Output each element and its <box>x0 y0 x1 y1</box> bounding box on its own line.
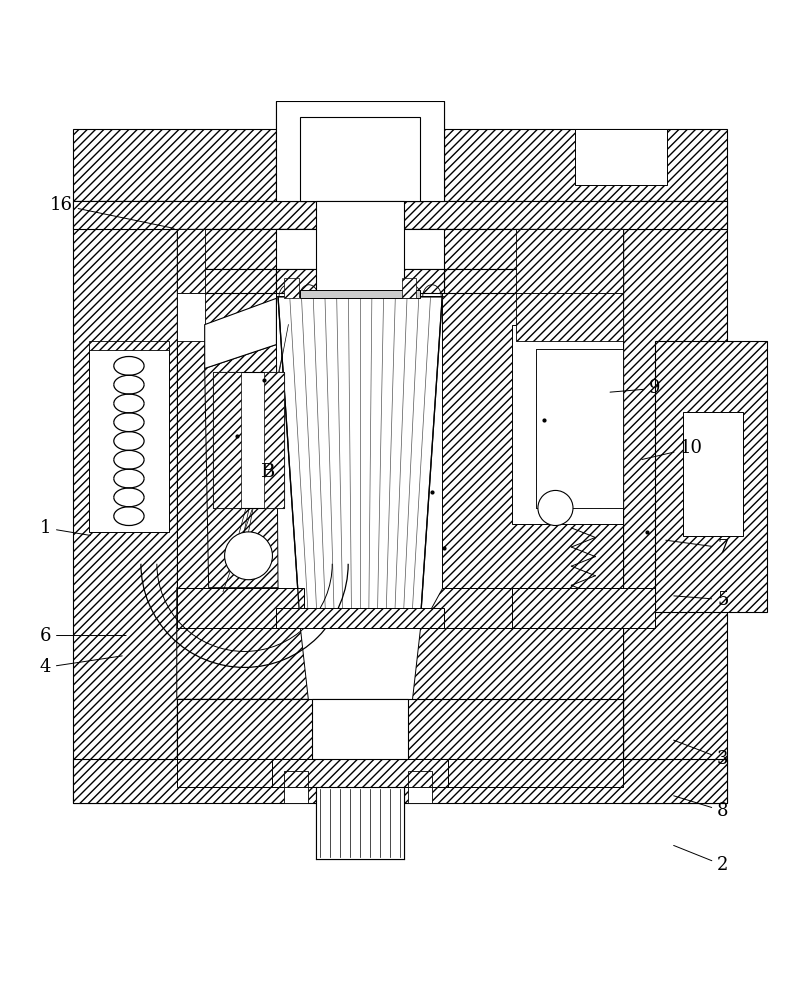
Polygon shape <box>402 278 416 298</box>
Polygon shape <box>177 588 304 628</box>
Polygon shape <box>515 293 623 341</box>
Polygon shape <box>448 759 623 787</box>
Polygon shape <box>213 372 285 508</box>
Text: 3: 3 <box>674 740 729 768</box>
Polygon shape <box>444 269 623 293</box>
Polygon shape <box>285 278 298 298</box>
Polygon shape <box>408 787 432 803</box>
Polygon shape <box>575 129 667 185</box>
Text: B: B <box>262 463 276 481</box>
Polygon shape <box>213 372 241 508</box>
Polygon shape <box>89 349 169 532</box>
Polygon shape <box>512 325 623 524</box>
Text: 9: 9 <box>610 379 661 397</box>
Polygon shape <box>420 588 623 628</box>
Polygon shape <box>316 787 404 859</box>
Polygon shape <box>89 341 169 350</box>
Text: 6: 6 <box>39 627 126 645</box>
Polygon shape <box>535 349 623 508</box>
Polygon shape <box>277 608 444 628</box>
Text: 10: 10 <box>642 439 702 460</box>
Circle shape <box>538 490 573 526</box>
Polygon shape <box>265 372 285 508</box>
Text: 8: 8 <box>674 796 729 820</box>
Polygon shape <box>277 269 444 293</box>
Polygon shape <box>285 771 308 787</box>
Polygon shape <box>408 771 432 787</box>
Polygon shape <box>623 201 727 803</box>
Polygon shape <box>177 229 205 293</box>
Polygon shape <box>73 201 727 229</box>
Polygon shape <box>177 229 623 759</box>
Polygon shape <box>683 412 743 536</box>
Polygon shape <box>278 297 442 628</box>
Text: 16: 16 <box>50 196 174 228</box>
Polygon shape <box>300 117 420 201</box>
Text: 1: 1 <box>39 519 90 537</box>
Polygon shape <box>177 699 623 759</box>
Polygon shape <box>205 345 278 588</box>
Polygon shape <box>177 229 623 269</box>
Polygon shape <box>442 293 623 588</box>
Polygon shape <box>177 293 277 588</box>
Polygon shape <box>177 269 277 293</box>
Text: 2: 2 <box>674 845 729 874</box>
Text: 4: 4 <box>39 656 122 676</box>
Polygon shape <box>73 201 177 803</box>
Polygon shape <box>273 759 448 787</box>
Polygon shape <box>312 699 408 759</box>
Polygon shape <box>177 293 205 341</box>
Polygon shape <box>655 341 766 612</box>
Text: 7: 7 <box>666 539 729 557</box>
Polygon shape <box>277 101 444 201</box>
Polygon shape <box>277 101 444 201</box>
Circle shape <box>225 532 273 580</box>
Polygon shape <box>277 229 444 269</box>
Polygon shape <box>177 759 273 787</box>
Polygon shape <box>300 290 420 298</box>
Polygon shape <box>285 787 308 803</box>
Polygon shape <box>316 201 404 293</box>
Polygon shape <box>412 628 623 699</box>
Polygon shape <box>205 298 277 368</box>
Polygon shape <box>177 628 308 699</box>
Polygon shape <box>73 129 727 201</box>
Text: 5: 5 <box>674 591 729 609</box>
Polygon shape <box>512 588 655 628</box>
Polygon shape <box>73 759 727 803</box>
Polygon shape <box>535 349 623 508</box>
Polygon shape <box>515 229 623 293</box>
Polygon shape <box>177 588 300 628</box>
